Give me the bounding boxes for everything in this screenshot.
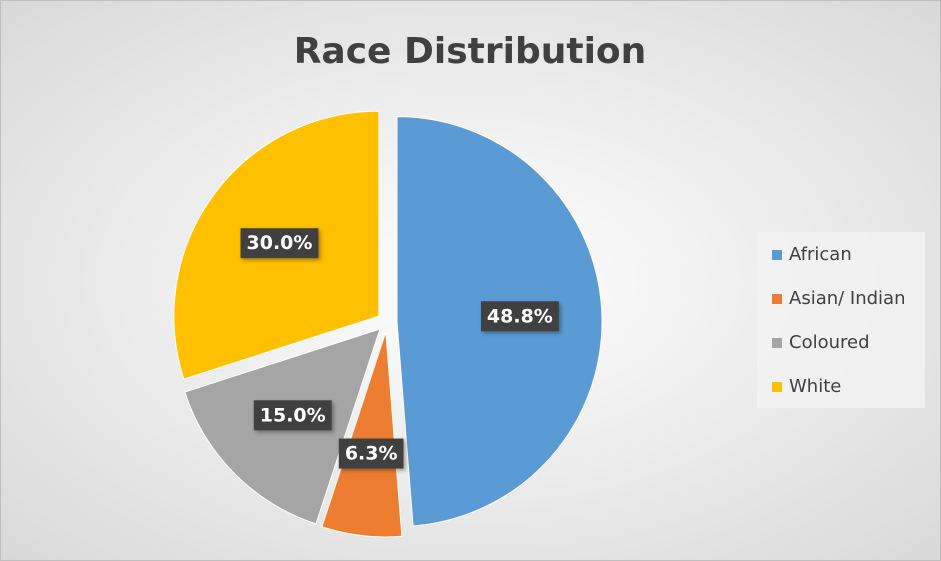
legend-swatch	[772, 250, 782, 260]
data-label-box	[338, 438, 404, 469]
data-label-box	[480, 301, 559, 332]
data-label-text: 48.8%	[487, 305, 553, 327]
data-label-text: 6.3%	[345, 443, 398, 465]
legend-label: Asian/ Indian	[789, 288, 906, 309]
pie-slice	[321, 331, 403, 538]
legend-label: African	[789, 244, 852, 265]
data-label: 48.8%	[480, 301, 559, 332]
data-label-box	[240, 228, 319, 259]
chart-title: Race Distribution	[294, 31, 647, 72]
data-label-box	[253, 400, 332, 431]
data-label: 30.0%	[240, 228, 319, 259]
data-label: 15.0%	[253, 400, 332, 431]
data-label: 6.3%	[338, 438, 404, 469]
legend-label: Coloured	[789, 332, 870, 353]
legend-label: White	[789, 376, 841, 397]
legend-swatch	[772, 382, 782, 392]
legend-swatch	[772, 294, 782, 304]
data-label-text: 15.0%	[260, 404, 326, 426]
legend-swatch	[772, 338, 782, 348]
data-label-text: 30.0%	[247, 232, 313, 254]
legend-box	[757, 232, 925, 408]
